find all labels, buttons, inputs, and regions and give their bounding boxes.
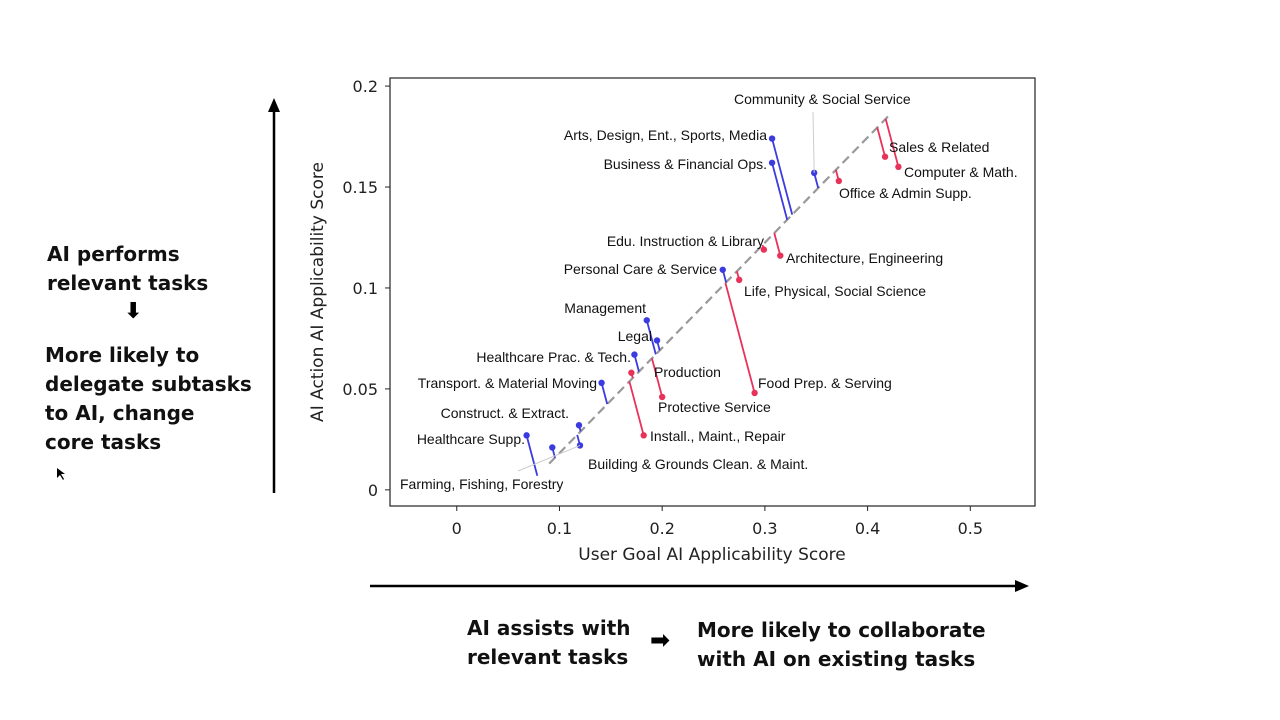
data-point xyxy=(640,432,647,439)
point-label: Business & Financial Ops. xyxy=(604,156,767,172)
data-point xyxy=(768,159,776,166)
point-label: Construct. & Extract. xyxy=(441,405,569,421)
connector-line xyxy=(876,127,886,157)
connector-line xyxy=(773,232,782,256)
bottom-annotation-cause: AI assists with relevant tasks xyxy=(467,614,631,672)
point-label: Production xyxy=(654,364,721,380)
point-label: Farming, Fishing, Forestry xyxy=(400,476,563,492)
left-annotation-line1: AI performs xyxy=(47,242,180,266)
y-tick-label: 0 xyxy=(368,481,378,500)
data-point xyxy=(658,393,666,401)
y-tick-label: 0.05 xyxy=(342,380,378,399)
y-axis-ticks: 0 0.05 0.1 0.15 0.2 xyxy=(342,77,390,500)
data-point xyxy=(523,432,530,439)
point-label: Protective Service xyxy=(658,399,771,415)
data-point xyxy=(575,422,583,429)
data-point xyxy=(835,177,843,185)
connector-lines xyxy=(525,118,900,477)
left-annotation-result3: to AI, change xyxy=(45,401,195,425)
connector-line xyxy=(771,138,794,215)
point-label: Healthcare Supp. xyxy=(417,431,525,447)
left-annotation-result1: More likely to xyxy=(45,343,200,367)
point-label: Community & Social Service xyxy=(734,91,911,107)
point-label: Arts, Design, Ent., Sports, Media xyxy=(564,127,767,143)
point-label: Install., Maint., Repair xyxy=(650,428,786,444)
right-arrow-icon: ➡ xyxy=(650,626,671,654)
x-tick-label: 0.4 xyxy=(855,519,880,538)
x-axis-label: User Goal AI Applicability Score xyxy=(578,545,845,565)
point-label: Transport. & Material Moving xyxy=(418,375,597,391)
point-label: Management xyxy=(564,300,646,316)
data-point xyxy=(631,351,638,358)
connector-line xyxy=(525,435,539,477)
data-point xyxy=(768,135,776,142)
point-label: Computer & Math. xyxy=(904,164,1018,180)
connector-line xyxy=(600,382,609,405)
connector-line xyxy=(724,282,756,394)
data-points xyxy=(523,135,902,451)
bottom-annotation-effect: More likely to collaborate with AI on ex… xyxy=(697,616,986,674)
y-tick-label: 0.1 xyxy=(353,279,378,298)
x-axis-ticks: 0 0.1 0.2 0.3 0.4 0.5 xyxy=(452,506,983,538)
y-tick-label: 0.2 xyxy=(353,77,378,96)
point-labels: Community & Social Service Arts, Design, … xyxy=(400,91,1018,492)
left-annotation-cause: AI performs relevant tasks xyxy=(47,240,208,298)
mouse-cursor-icon xyxy=(57,468,65,480)
down-arrow-icon: ⬇ xyxy=(124,299,143,324)
y-tick-label: 0.15 xyxy=(342,178,378,197)
connector-line xyxy=(771,162,789,221)
left-annotation-result2: delegate subtasks xyxy=(45,372,252,396)
data-point xyxy=(760,246,768,253)
point-label: Food Prep. & Serving xyxy=(758,375,892,391)
data-point xyxy=(881,153,889,160)
data-point xyxy=(643,317,650,324)
x-tick-label: 0.1 xyxy=(547,519,572,538)
data-point xyxy=(751,389,758,397)
data-point xyxy=(895,163,902,171)
point-label: Architecture, Engineering xyxy=(786,250,943,266)
bottom-annotation-right1: More likely to collaborate xyxy=(697,618,986,642)
x-tick-label: 0.5 xyxy=(958,519,983,538)
connector-line xyxy=(884,118,900,168)
data-point xyxy=(549,444,556,451)
point-label: Sales & Related xyxy=(889,139,989,155)
connector-line xyxy=(651,358,664,398)
diagonal-line xyxy=(548,115,889,465)
data-point xyxy=(736,276,743,284)
bottom-annotation-left1: AI assists with xyxy=(467,616,631,640)
label-leader-line xyxy=(517,444,581,472)
label-leader-line xyxy=(812,111,815,173)
diagonal-reference xyxy=(548,115,889,465)
left-annotation-result4: core tasks xyxy=(45,430,162,454)
point-label: Building & Grounds Clean. & Maint. xyxy=(588,456,808,472)
y-axis-label: AI Action AI Applicability Score xyxy=(308,162,328,422)
data-point xyxy=(598,379,605,387)
point-label: Office & Admin Supp. xyxy=(839,185,972,201)
point-label: Life, Physical, Social Science xyxy=(744,283,926,299)
point-label: Healthcare Prac. & Tech. xyxy=(476,349,631,365)
connector-line xyxy=(645,320,657,355)
horizontal-arrowhead-icon xyxy=(1015,580,1029,592)
x-tick-label: 0.3 xyxy=(752,519,777,538)
point-label: Edu. Instruction & Library xyxy=(607,233,764,249)
point-label: Personal Care & Service xyxy=(564,261,718,277)
data-point xyxy=(628,369,635,376)
plot-frame xyxy=(389,77,1036,507)
bottom-annotation-left2: relevant tasks xyxy=(467,645,629,669)
connector-line xyxy=(628,381,645,436)
left-annotation-line2: relevant tasks xyxy=(47,271,209,295)
x-tick-label: 0 xyxy=(452,519,462,538)
left-annotation-effect: More likely to delegate subtasks to AI, … xyxy=(45,341,252,457)
vertical-arrowhead-icon xyxy=(268,98,280,112)
data-point xyxy=(719,266,726,273)
data-point xyxy=(653,337,661,344)
x-tick-label: 0.2 xyxy=(649,519,674,538)
data-point xyxy=(777,252,784,259)
point-label: Legal xyxy=(618,328,652,344)
bottom-annotation-right2: with AI on existing tasks xyxy=(697,647,976,671)
